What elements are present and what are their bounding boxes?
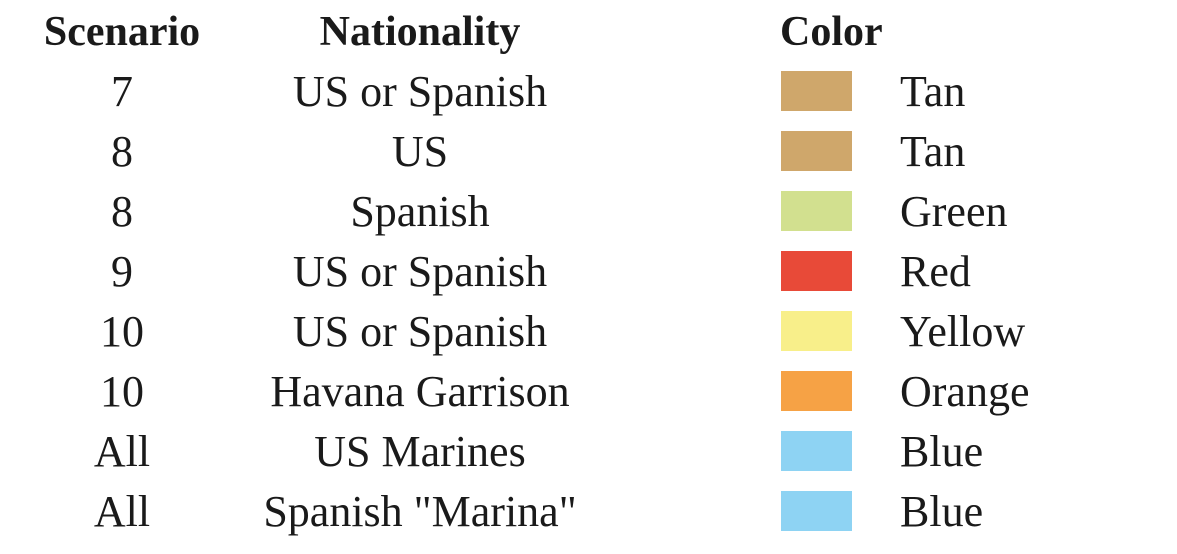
color-name-cell: Tan [900, 127, 966, 176]
table-row: 7 US or Spanish Tan [0, 62, 1177, 122]
table-row: All US Marines Blue [0, 422, 1177, 482]
color-name-cell: Blue [900, 427, 984, 476]
color-name-cell: Red [900, 247, 971, 296]
table-row: 9 US or Spanish Red [0, 242, 1177, 302]
table-row: 10 US or Spanish Yellow [0, 302, 1177, 362]
table-row: All Spanish "Marina" Blue [0, 482, 1177, 542]
scenario-cell: 10 [100, 367, 144, 416]
table-header: Scenario Nationality Color [0, 2, 1177, 62]
color-name-cell: Yellow [900, 307, 1026, 356]
color-name-cell: Orange [900, 367, 1030, 416]
nationality-cell: US or Spanish [292, 307, 548, 356]
color-swatch [781, 491, 852, 531]
scenario-cell: 8 [111, 127, 133, 176]
color-swatch [781, 431, 852, 471]
nationality-cell: US or Spanish [292, 67, 548, 116]
color-swatch [781, 71, 852, 111]
header-color: Color [780, 9, 883, 55]
color-swatch [781, 191, 852, 231]
scenario-cell: 10 [100, 307, 144, 356]
nationality-cell: Havana Garrison [270, 367, 570, 416]
header-scenario: Scenario [43, 9, 201, 55]
header-nationality: Nationality [319, 9, 521, 55]
table-row: 10 Havana Garrison Orange [0, 362, 1177, 422]
scenario-cell: All [93, 487, 151, 536]
color-swatch [781, 131, 852, 171]
scenario-cell: 9 [111, 247, 133, 296]
scenario-cell: 8 [111, 187, 133, 236]
nationality-cell: Spanish "Marina" [263, 487, 577, 536]
color-name-cell: Green [900, 187, 1008, 236]
nationality-cell: US Marines [314, 427, 526, 476]
table-row: 8 Spanish Green [0, 182, 1177, 242]
nationality-cell: US or Spanish [292, 247, 548, 296]
table-row: 8 US Tan [0, 122, 1177, 182]
nationality-cell: US [391, 127, 449, 176]
color-swatch [781, 311, 852, 351]
color-swatch [781, 371, 852, 411]
scenario-cell: 7 [111, 67, 133, 116]
color-name-cell: Tan [900, 67, 966, 116]
color-swatch [781, 251, 852, 291]
nationality-cell: Spanish [350, 187, 490, 236]
scenario-cell: All [93, 427, 151, 476]
color-name-cell: Blue [900, 487, 984, 536]
